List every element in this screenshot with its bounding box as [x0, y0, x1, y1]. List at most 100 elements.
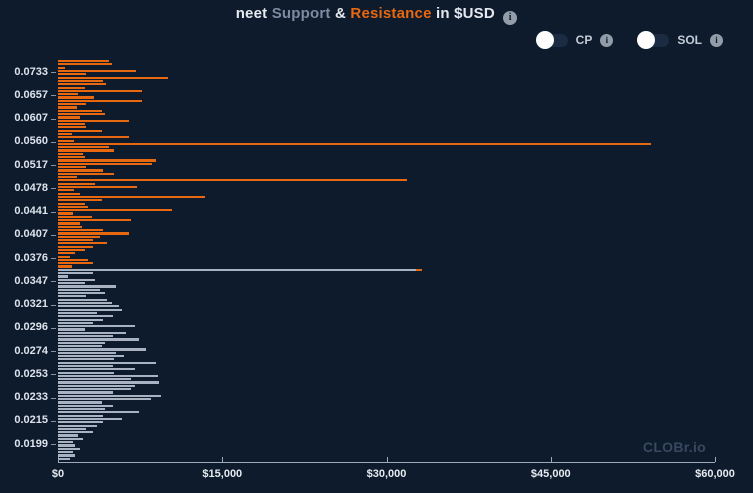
- resistance-bar[interactable]: [58, 212, 74, 215]
- support-bar[interactable]: [58, 368, 135, 371]
- resistance-bar[interactable]: [58, 66, 65, 69]
- resistance-bar[interactable]: [58, 103, 87, 106]
- support-bar[interactable]: [58, 358, 115, 361]
- support-bar[interactable]: [58, 391, 113, 394]
- support-bar[interactable]: [58, 301, 112, 305]
- support-bar[interactable]: [58, 285, 117, 288]
- support-bar[interactable]: [58, 348, 147, 351]
- support-bar[interactable]: [58, 305, 120, 308]
- support-bar[interactable]: [58, 338, 140, 341]
- cp-info-icon[interactable]: i: [600, 33, 614, 47]
- support-bar[interactable]: [58, 318, 103, 321]
- support-bar[interactable]: [58, 268, 417, 271]
- resistance-bar[interactable]: [58, 113, 105, 116]
- support-bar[interactable]: [58, 441, 74, 444]
- support-bar[interactable]: [58, 424, 98, 427]
- support-bar[interactable]: [58, 457, 71, 460]
- support-bar[interactable]: [58, 427, 87, 431]
- resistance-bar[interactable]: [58, 189, 75, 192]
- resistance-bar[interactable]: [58, 219, 132, 222]
- resistance-bar[interactable]: [58, 252, 75, 255]
- resistance-bar[interactable]: [58, 248, 85, 252]
- support-bar[interactable]: [58, 378, 132, 381]
- support-bar[interactable]: [58, 291, 105, 295]
- resistance-bar[interactable]: [58, 129, 102, 132]
- resistance-bar[interactable]: [58, 262, 94, 265]
- support-bar[interactable]: [58, 437, 84, 440]
- support-bar[interactable]: [58, 298, 108, 301]
- resistance-bar[interactable]: [58, 255, 71, 258]
- support-bar[interactable]: [58, 394, 161, 397]
- resistance-bar[interactable]: [58, 242, 108, 245]
- resistance-bar[interactable]: [58, 166, 87, 169]
- support-bar[interactable]: [58, 447, 80, 450]
- resistance-bar[interactable]: [58, 146, 110, 149]
- resistance-bar[interactable]: [58, 69, 137, 73]
- support-bar[interactable]: [58, 351, 117, 354]
- resistance-bar[interactable]: [58, 238, 94, 242]
- resistance-bar[interactable]: [58, 99, 143, 102]
- support-bar[interactable]: [58, 335, 113, 338]
- support-bar[interactable]: [58, 288, 100, 291]
- support-bar[interactable]: [58, 354, 125, 358]
- support-bar[interactable]: [58, 364, 113, 368]
- resistance-bar[interactable]: [58, 169, 103, 172]
- resistance-bar[interactable]: [58, 152, 84, 155]
- support-bar[interactable]: [58, 388, 132, 391]
- resistance-bar[interactable]: [58, 225, 83, 228]
- resistance-bar[interactable]: [58, 175, 77, 179]
- resistance-bar[interactable]: [58, 89, 143, 93]
- resistance-bar[interactable]: [58, 229, 103, 232]
- support-bar[interactable]: [58, 325, 135, 328]
- support-bar[interactable]: [58, 404, 113, 407]
- support-bar[interactable]: [58, 321, 94, 324]
- resistance-bar[interactable]: [58, 205, 88, 208]
- resistance-bar[interactable]: [58, 232, 130, 235]
- support-bar[interactable]: [58, 331, 127, 334]
- support-bar[interactable]: [58, 451, 74, 454]
- resistance-bar[interactable]: [58, 73, 87, 76]
- cp-toggle[interactable]: [535, 31, 568, 49]
- resistance-bar[interactable]: [58, 245, 94, 248]
- support-bar[interactable]: [58, 411, 140, 414]
- resistance-bar[interactable]: [58, 142, 652, 146]
- resistance-bar[interactable]: [58, 119, 130, 122]
- resistance-bar[interactable]: [58, 182, 95, 185]
- support-bar[interactable]: [58, 361, 156, 364]
- resistance-bar[interactable]: [58, 86, 85, 89]
- resistance-bar[interactable]: [58, 139, 75, 142]
- support-bar[interactable]: [58, 434, 79, 437]
- support-bar[interactable]: [58, 308, 122, 311]
- resistance-bar[interactable]: [58, 126, 87, 129]
- support-bar[interactable]: [58, 341, 105, 344]
- support-bar[interactable]: [58, 407, 105, 411]
- resistance-bar[interactable]: [58, 215, 92, 218]
- support-bar[interactable]: [58, 401, 102, 404]
- title-info-icon[interactable]: i: [503, 11, 518, 25]
- resistance-bar[interactable]: [58, 116, 80, 119]
- support-bar[interactable]: [58, 398, 152, 401]
- resistance-bar[interactable]: [58, 83, 107, 86]
- support-bar[interactable]: [58, 374, 158, 378]
- resistance-bar[interactable]: [58, 265, 73, 268]
- resistance-bar[interactable]: [58, 235, 100, 238]
- support-bar[interactable]: [58, 311, 98, 315]
- support-bar[interactable]: [58, 275, 68, 278]
- resistance-bar[interactable]: [58, 60, 110, 63]
- sol-info-icon[interactable]: i: [710, 33, 723, 47]
- support-bar[interactable]: [58, 431, 94, 434]
- support-bar[interactable]: [58, 444, 75, 447]
- support-bar[interactable]: [58, 414, 103, 417]
- support-bar[interactable]: [58, 454, 75, 457]
- support-bar[interactable]: [58, 278, 95, 281]
- resistance-bar[interactable]: [58, 192, 80, 195]
- resistance-bar[interactable]: [58, 122, 85, 126]
- resistance-bar[interactable]: [58, 136, 130, 139]
- support-bar[interactable]: [58, 282, 85, 285]
- resistance-bar[interactable]: [58, 149, 115, 152]
- resistance-bar[interactable]: [58, 93, 78, 96]
- resistance-bar[interactable]: [58, 179, 408, 182]
- resistance-bar[interactable]: [58, 76, 168, 79]
- resistance-bar[interactable]: [58, 63, 112, 66]
- support-bar[interactable]: [58, 295, 87, 298]
